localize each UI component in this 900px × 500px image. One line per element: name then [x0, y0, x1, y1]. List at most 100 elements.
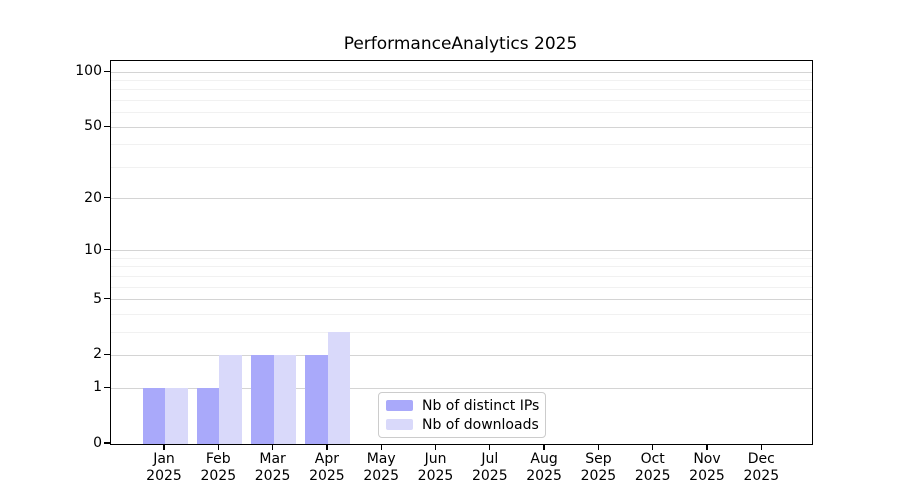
gridline-minor — [111, 313, 812, 315]
bar-downloads — [327, 332, 351, 444]
gridline-major — [111, 387, 812, 389]
y-tick-label: 10 — [84, 241, 102, 258]
x-tick-label: Oct 2025 — [621, 451, 685, 485]
x-axis-tick — [271, 444, 274, 451]
gridline-major — [111, 354, 812, 356]
y-axis-tick — [104, 353, 110, 356]
gridline-major — [111, 299, 812, 301]
y-tick-label: 100 — [75, 63, 102, 80]
x-tick-label: Sep 2025 — [566, 451, 630, 485]
gridline-minor — [111, 331, 812, 333]
x-axis-tick — [706, 444, 708, 451]
gridline-minor — [111, 144, 812, 146]
x-tick-year: 2025 — [526, 468, 562, 484]
x-axis-tick — [652, 444, 654, 451]
x-tick-label: Nov 2025 — [675, 451, 739, 485]
x-tick-year: 2025 — [254, 468, 291, 484]
gridline-minor — [111, 112, 812, 114]
x-axis-tick — [489, 444, 491, 451]
x-tick-label: Jan 2025 — [132, 451, 196, 485]
gridline-minor — [111, 89, 812, 91]
x-tick-month: Jul — [481, 451, 499, 467]
bar-distinct-ips — [142, 388, 165, 444]
gridline-major — [111, 71, 812, 73]
bar-downloads — [273, 355, 297, 444]
y-axis-tick — [104, 125, 110, 127]
x-tick-label: Apr 2025 — [295, 451, 359, 485]
x-tick-year: 2025 — [743, 468, 780, 484]
y-axis-tick — [104, 386, 110, 388]
legend-swatch — [386, 400, 413, 411]
x-tick-month: Feb — [205, 451, 231, 467]
x-tick-label: Aug 2025 — [512, 451, 576, 485]
gridline-minor — [111, 266, 812, 268]
x-tick-month: Dec — [747, 451, 775, 467]
x-tick-month: Nov — [693, 451, 721, 467]
gridline-major — [111, 250, 812, 252]
bar-distinct-ips — [305, 355, 328, 444]
x-axis-tick — [597, 444, 600, 451]
x-tick-year: 2025 — [146, 468, 182, 484]
plot-area — [110, 60, 813, 445]
x-tick-label: Dec 2025 — [729, 451, 793, 485]
x-axis-tick — [217, 444, 219, 451]
y-axis-tick — [104, 442, 110, 444]
x-axis-tick — [326, 444, 328, 451]
x-axis-tick — [543, 444, 545, 451]
y-axis-tick — [104, 70, 110, 72]
x-tick-year: 2025 — [200, 468, 237, 484]
x-tick-month: May — [366, 451, 396, 467]
legend-label: Nb of downloads — [422, 416, 539, 433]
x-tick-month: Jan — [153, 451, 175, 467]
legend: Nb of distinct IPs Nb of downloads — [378, 392, 546, 438]
x-tick-year: 2025 — [634, 468, 671, 484]
gridline-minor — [111, 275, 812, 277]
bar-downloads — [219, 355, 242, 444]
bar-distinct-ips — [251, 355, 274, 444]
y-tick-label: 1 — [93, 379, 102, 396]
x-tick-label: Jul 2025 — [458, 451, 522, 485]
gridline-minor — [111, 166, 812, 168]
x-tick-label: Jun 2025 — [404, 451, 468, 485]
gridline-minor — [111, 257, 812, 259]
x-tick-year: 2025 — [580, 468, 617, 484]
x-tick-year: 2025 — [309, 468, 345, 484]
x-axis-tick — [760, 444, 762, 451]
x-tick-month: Mar — [259, 451, 286, 467]
gridline-major — [111, 126, 812, 128]
y-tick-label: 2 — [93, 346, 102, 363]
x-tick-year: 2025 — [363, 468, 399, 484]
x-tick-month: Oct — [640, 451, 665, 467]
legend-item: Nb of downloads — [386, 416, 539, 433]
x-tick-year: 2025 — [417, 468, 454, 484]
legend-label: Nb of distinct IPs — [422, 397, 540, 414]
chart-title: PerformanceAnalytics 2025 — [343, 34, 578, 54]
y-axis-tick — [104, 197, 110, 199]
x-tick-label: May 2025 — [349, 451, 413, 485]
gridline-minor — [111, 100, 812, 102]
y-tick-label: 5 — [93, 290, 102, 307]
bar-downloads — [165, 388, 188, 444]
x-tick-month: Apr — [314, 451, 339, 467]
gridline-minor — [111, 80, 812, 82]
x-axis-tick — [163, 444, 165, 451]
legend-swatch — [386, 419, 413, 430]
y-tick-label: 0 — [93, 435, 102, 451]
x-tick-label: Mar 2025 — [241, 451, 305, 485]
x-tick-year: 2025 — [689, 468, 725, 484]
x-tick-month: Sep — [585, 451, 612, 467]
x-axis-tick — [380, 444, 382, 451]
y-tick-label: 50 — [84, 118, 102, 135]
x-tick-month: Aug — [530, 451, 558, 467]
bar-distinct-ips — [196, 388, 220, 444]
y-axis-tick — [104, 249, 110, 251]
x-tick-month: Jun — [424, 451, 447, 467]
y-axis-tick — [104, 297, 110, 300]
x-tick-label: Feb 2025 — [186, 451, 250, 485]
x-tick-year: 2025 — [471, 468, 508, 484]
x-axis-tick — [434, 444, 437, 451]
y-tick-label: 20 — [84, 189, 102, 206]
gridline-minor — [111, 286, 812, 288]
legend-item: Nb of distinct IPs — [386, 397, 540, 414]
